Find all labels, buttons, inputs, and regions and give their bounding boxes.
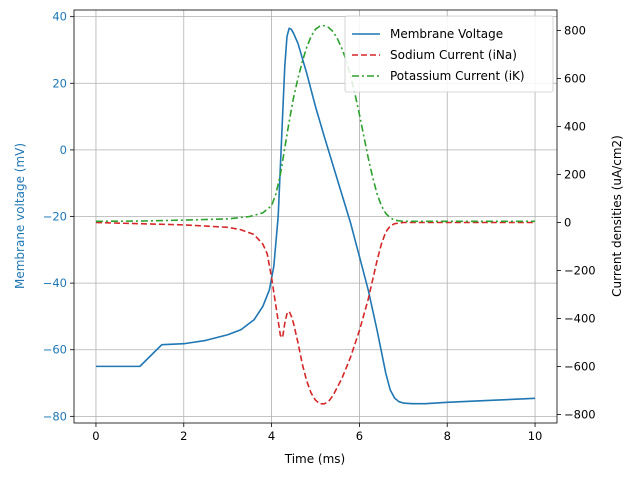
legend-label-potassium-current: Potassium Current (iK) (390, 69, 525, 83)
y-right-tick-label: 0 (564, 216, 571, 230)
y-right-tick-label: −200 (564, 264, 596, 278)
legend-label-membrane-voltage: Membrane Voltage (390, 27, 503, 41)
y-right-tick-label: 800 (564, 23, 586, 37)
y-right-tick-label: −600 (564, 360, 596, 374)
y-left-tick-label: 40 (52, 10, 67, 24)
y-left-tick-label: 0 (60, 143, 67, 157)
legend-box (344, 15, 554, 93)
x-tick-label: 4 (268, 429, 275, 443)
x-axis-label: Time (ms) (284, 452, 346, 466)
x-tick-label: 2 (180, 429, 187, 443)
series-line-2 (95, 24, 536, 223)
y-left-tick-label: −80 (43, 409, 67, 423)
y-axis-left-label: Membrane voltage (mV) (13, 143, 27, 289)
y-right-tick-label: 400 (564, 119, 586, 133)
legend-label-sodium-current: Sodium Current (iNa) (390, 48, 517, 62)
y-right-tick-label: −800 (564, 408, 596, 422)
y-left-tick-label: −60 (43, 343, 67, 357)
y-axis-left: −80 −60 −40 −20 0 20 40 (43, 10, 74, 423)
x-tick-label: 8 (444, 429, 451, 443)
x-tick-label: 0 (92, 429, 99, 443)
x-tick-label: 10 (528, 429, 543, 443)
y-axis-right: −800 −600 −400 −200 0 200 400 600 800 (557, 23, 596, 422)
series-layer (95, 24, 536, 405)
y-right-tick-label: −400 (564, 312, 596, 326)
x-axis: 0 2 4 6 8 10 (92, 423, 542, 443)
y-right-tick-label: 200 (564, 167, 586, 181)
y-right-tick-label: 600 (564, 71, 586, 85)
y-axis-right-label: Current densities (uA/cm2) (610, 135, 624, 297)
y-left-tick-label: 20 (52, 76, 67, 90)
y-left-tick-label: −40 (43, 276, 67, 290)
series-line-0 (95, 27, 536, 405)
x-tick-label: 6 (356, 429, 363, 443)
legend: Membrane Voltage Sodium Current (iNa) Po… (344, 15, 554, 93)
y-left-tick-label: −20 (43, 210, 67, 224)
series-line-1 (95, 221, 536, 405)
